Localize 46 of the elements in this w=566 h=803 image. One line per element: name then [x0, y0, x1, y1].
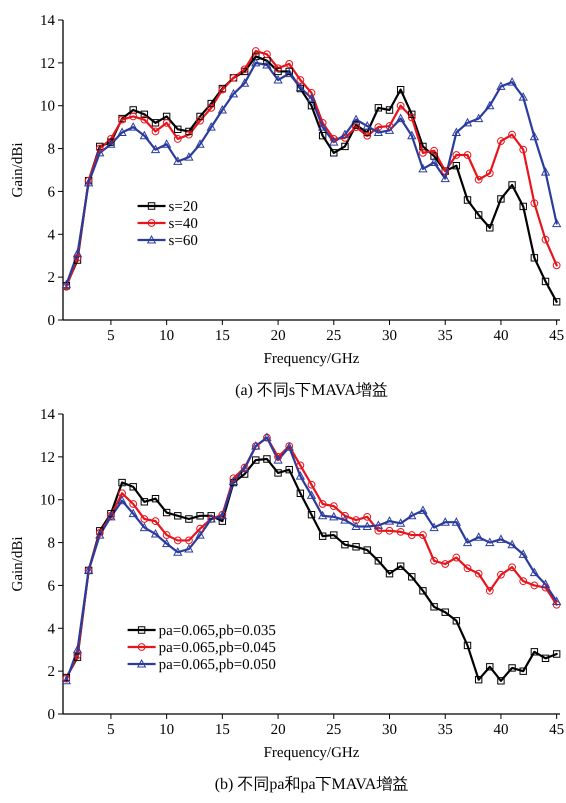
y-tick-label: 8	[48, 536, 55, 552]
y-tick-label: 4	[48, 227, 56, 244]
x-tick-label: 45	[549, 328, 564, 344]
y-tick-label: 12	[40, 450, 55, 466]
y-axis-title: Gain/dBi	[10, 536, 26, 592]
legend-label: s=60	[168, 233, 198, 249]
y-tick-label: 12	[40, 56, 55, 72]
x-tick-label: 15	[214, 722, 230, 738]
y-tick-label: 4	[48, 621, 56, 638]
x-tick-label: 5	[107, 722, 115, 738]
y-tick-label: 10	[40, 492, 55, 509]
x-tick-label: 30	[382, 722, 398, 738]
y-tick-label: 14	[40, 407, 56, 423]
x-axis-title: Frequency/GHz	[264, 351, 360, 367]
x-tick-label: 35	[438, 722, 453, 738]
y-tick-label: 14	[40, 13, 56, 29]
text: (a) 不同s下MAVA增益	[235, 381, 388, 399]
x-tick-label: 25	[326, 328, 342, 344]
legend-label: pa=0.065,pb=0.035	[158, 623, 276, 639]
y-tick-label: 10	[40, 98, 55, 115]
text: (b) 不同pa和pa下MAVA增益	[214, 775, 408, 793]
x-tick-label: 20	[270, 722, 286, 738]
y-tick-label: 6	[48, 578, 56, 594]
y-tick-label: 0	[48, 313, 55, 329]
y-tick-label: 2	[48, 270, 55, 286]
y-tick-label: 6	[48, 184, 56, 200]
legend-label: s=40	[168, 216, 198, 232]
x-tick-label: 10	[159, 328, 174, 344]
x-tick-label: 10	[159, 722, 174, 738]
x-tick-label: 30	[382, 328, 398, 344]
y-tick-label: 0	[48, 707, 55, 723]
legend-label: s=20	[168, 199, 198, 215]
x-tick-label: 25	[326, 722, 342, 738]
x-tick-label: 20	[270, 328, 286, 344]
x-tick-label: 5	[107, 328, 115, 344]
x-tick-label: 45	[549, 722, 564, 738]
x-tick-label: 15	[214, 328, 230, 344]
x-axis-title: Frequency/GHz	[264, 745, 360, 761]
y-tick-label: 2	[48, 664, 55, 680]
legend-label: pa=0.065,pb=0.050	[158, 657, 276, 673]
x-tick-label: 35	[438, 328, 453, 344]
y-axis-title: Gain/dBi	[10, 142, 26, 198]
legend-label: pa=0.065,pb=0.045	[158, 640, 276, 656]
y-tick-label: 8	[48, 142, 55, 158]
x-tick-label: 40	[493, 722, 508, 738]
x-tick-label: 40	[493, 328, 508, 344]
